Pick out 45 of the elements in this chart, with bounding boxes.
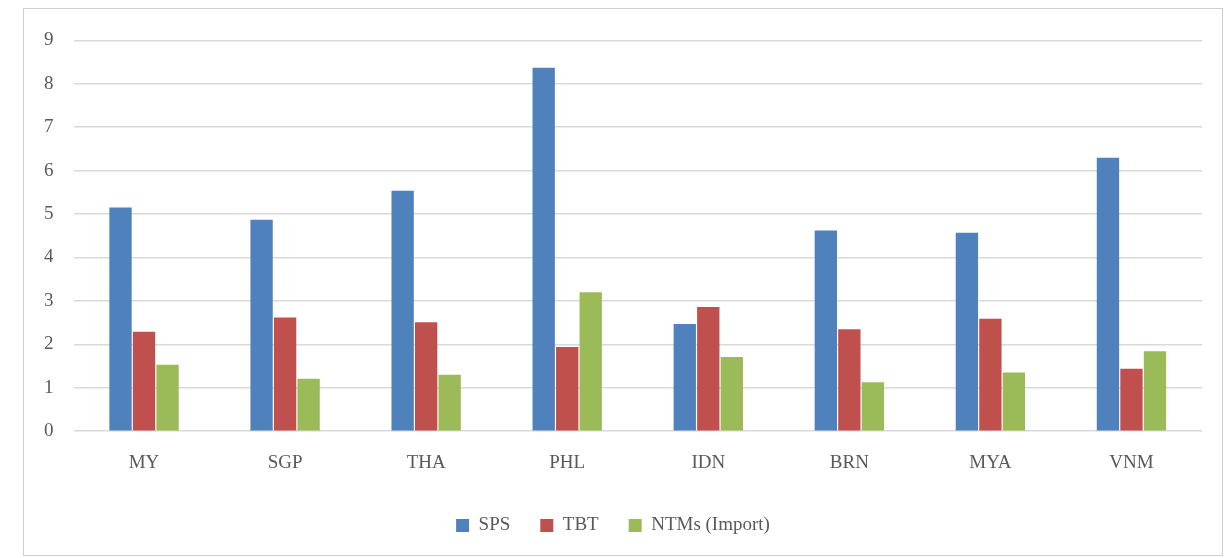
x-tick-label: THA (406, 450, 446, 472)
bar (579, 292, 602, 431)
bar (273, 317, 297, 431)
y-tick-label: 3 (44, 288, 54, 310)
bar (697, 307, 720, 431)
bar (955, 232, 979, 431)
bar (109, 207, 132, 431)
bar (979, 318, 1002, 431)
x-tick-label: BRN (829, 450, 870, 472)
y-tick-label: 6 (44, 158, 54, 180)
y-tick-label: 0 (44, 419, 54, 441)
x-tick-label: MYA (969, 450, 1012, 472)
bar (156, 364, 179, 431)
bar (297, 378, 320, 431)
bar (556, 346, 579, 431)
bar (438, 374, 461, 431)
y-tick-label: 2 (44, 332, 54, 354)
bar (1120, 368, 1143, 431)
legend-label: TBT (562, 513, 600, 535)
y-tick-label: 5 (44, 202, 54, 224)
bar (814, 230, 837, 431)
legend-label: SPS (478, 513, 511, 535)
bar (1096, 157, 1120, 431)
bar (673, 323, 696, 431)
x-tick-label: PHL (549, 450, 586, 472)
bar (1002, 372, 1026, 431)
bar (720, 356, 743, 431)
y-tick-label: 1 (44, 375, 54, 397)
bar (861, 382, 885, 431)
y-tick-label: 9 (44, 28, 54, 50)
x-tick-label: IDN (691, 450, 726, 472)
y-tick-label: 7 (44, 115, 54, 137)
bar (532, 67, 555, 431)
bar (838, 329, 861, 431)
bar (132, 331, 156, 431)
bar (414, 322, 438, 431)
y-tick-label: 4 (44, 245, 54, 267)
bar (250, 219, 273, 431)
bar (391, 190, 414, 431)
y-tick-label: 8 (44, 71, 54, 93)
legend-label: NTMs (Import) (651, 513, 770, 536)
x-tick-label: SGP (267, 450, 303, 472)
bar (1143, 351, 1167, 431)
x-tick-label: MY (128, 450, 160, 472)
x-tick-label: VNM (1109, 450, 1154, 472)
